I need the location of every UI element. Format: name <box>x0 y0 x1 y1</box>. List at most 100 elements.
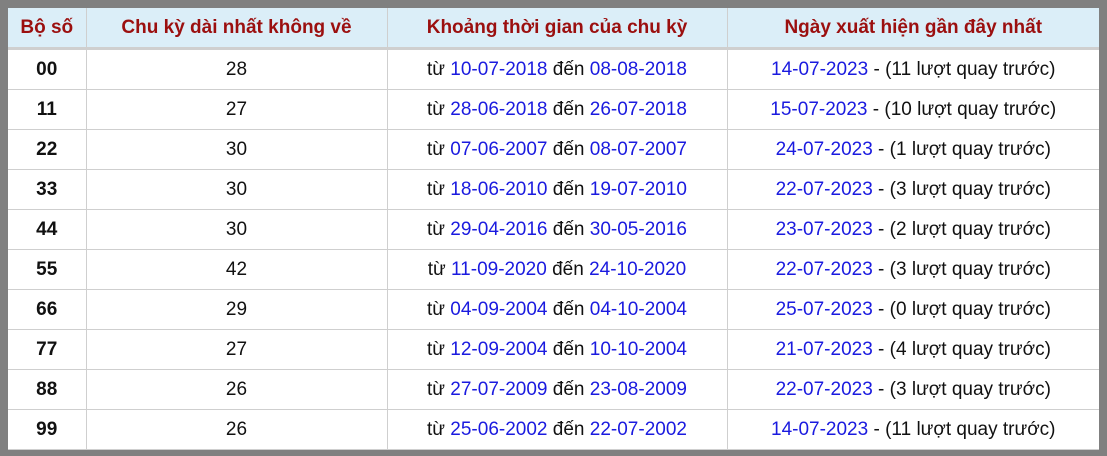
number-cell: 44 <box>8 209 87 250</box>
to-label: đến <box>552 378 585 400</box>
turns-count: 1 <box>896 138 907 160</box>
number-cell: 55 <box>8 249 87 290</box>
last-date-link[interactable]: 14-07-2023 <box>771 418 869 440</box>
period-cell: từ 18-06-2010 đến 19-07-2010 <box>387 169 728 210</box>
end-date-link[interactable]: 19-07-2010 <box>589 178 687 200</box>
cycle-cell: 26 <box>86 369 388 410</box>
turns-count: 4 <box>896 338 907 360</box>
period-cell: từ 27-07-2009 đến 23-08-2009 <box>387 369 728 410</box>
start-date-link[interactable]: 07-06-2007 <box>450 138 548 160</box>
turns-suffix: lượt quay trước <box>911 338 1045 360</box>
last-seen-cell: 22-07-2023 - (3 lượt quay trước) <box>727 369 1099 410</box>
last-date-link[interactable]: 22-07-2023 <box>775 378 873 400</box>
start-date-link[interactable]: 04-09-2004 <box>450 298 548 320</box>
cycle-cell: 28 <box>86 48 388 90</box>
end-date-link[interactable]: 04-10-2004 <box>589 298 687 320</box>
cycle-cell: 30 <box>86 169 388 210</box>
end-date-link[interactable]: 08-08-2018 <box>589 58 687 80</box>
last-seen-cell: 22-07-2023 - (3 lượt quay trước) <box>727 249 1099 290</box>
table-row: 44 30 từ 29-04-2016 đến 30-05-2016 23-07-20… <box>8 209 1099 250</box>
to-label: đến <box>552 298 585 320</box>
number-cell: 88 <box>8 369 87 410</box>
period-cell: từ 12-09-2004 đến 10-10-2004 <box>387 329 728 370</box>
stats-table-container: Bộ số Chu kỳ dài nhất không về Khoảng th… <box>8 8 1099 450</box>
start-date-link[interactable]: 18-06-2010 <box>450 178 548 200</box>
table-row: 55 42 từ 11-09-2020 đến 24-10-2020 22-07-20… <box>8 249 1099 290</box>
last-seen-cell: 15-07-2023 - (10 lượt quay trước) <box>727 89 1099 130</box>
last-date-link[interactable]: 22-07-2023 <box>775 178 873 200</box>
end-date-link[interactable]: 23-08-2009 <box>589 378 687 400</box>
period-cell: từ 28-06-2018 đến 26-07-2018 <box>387 89 728 130</box>
from-label: từ <box>427 58 446 80</box>
separator: - <box>872 258 890 280</box>
from-label: từ <box>427 218 446 240</box>
turns-count: 0 <box>896 298 907 320</box>
end-date-link[interactable]: 10-10-2004 <box>589 338 687 360</box>
cycle-cell: 27 <box>86 329 388 370</box>
separator: - <box>872 178 890 200</box>
start-date-link[interactable]: 12-09-2004 <box>450 338 548 360</box>
number-cell: 00 <box>8 48 87 90</box>
period-cell: từ 25-06-2002 đến 22-07-2002 <box>387 409 728 450</box>
last-seen-cell: 24-07-2023 - (1 lượt quay trước) <box>727 129 1099 170</box>
from-label: từ <box>427 178 446 200</box>
header-cycle: Chu kỳ dài nhất không về <box>86 8 388 50</box>
separator: - <box>872 338 890 360</box>
turns-suffix: lượt quay trước <box>911 138 1045 160</box>
last-date-link[interactable]: 14-07-2023 <box>771 58 869 80</box>
period-cell: từ 04-09-2004 đến 04-10-2004 <box>387 289 728 330</box>
end-date-link[interactable]: 22-07-2002 <box>589 418 687 440</box>
last-date-link[interactable]: 24-07-2023 <box>775 138 873 160</box>
start-date-link[interactable]: 28-06-2018 <box>450 98 548 120</box>
start-date-link[interactable]: 27-07-2009 <box>450 378 548 400</box>
end-date-link[interactable]: 08-07-2007 <box>589 138 687 160</box>
period-cell: từ 29-04-2016 đến 30-05-2016 <box>387 209 728 250</box>
separator: - <box>867 98 885 120</box>
number-cell: 77 <box>8 329 87 370</box>
from-label: từ <box>427 98 446 120</box>
turns-suffix: lượt quay trước <box>916 58 1050 80</box>
separator: - <box>872 218 890 240</box>
last-seen-cell: 21-07-2023 - (4 lượt quay trước) <box>727 329 1099 370</box>
turns-suffix: lượt quay trước <box>911 298 1045 320</box>
number-cell: 22 <box>8 129 87 170</box>
last-date-link[interactable]: 25-07-2023 <box>775 298 873 320</box>
header-row: Bộ số Chu kỳ dài nhất không về Khoảng th… <box>8 8 1099 50</box>
start-date-link[interactable]: 25-06-2002 <box>450 418 548 440</box>
last-date-link[interactable]: 21-07-2023 <box>775 338 873 360</box>
period-cell: từ 11-09-2020 đến 24-10-2020 <box>387 249 728 290</box>
start-date-link[interactable]: 29-04-2016 <box>450 218 548 240</box>
number-cell: 33 <box>8 169 87 210</box>
cycle-cell: 29 <box>86 289 388 330</box>
separator: - <box>872 138 890 160</box>
to-label: đến <box>552 178 585 200</box>
to-label: đến <box>552 418 585 440</box>
period-cell: từ 07-06-2007 đến 08-07-2007 <box>387 129 728 170</box>
turns-count: 3 <box>896 378 907 400</box>
number-cell: 99 <box>8 409 87 450</box>
header-last-seen: Ngày xuất hiện gần đây nhất <box>727 8 1099 50</box>
cycle-cell: 27 <box>86 89 388 130</box>
end-date-link[interactable]: 24-10-2020 <box>589 258 687 280</box>
last-date-link[interactable]: 23-07-2023 <box>775 218 873 240</box>
last-date-link[interactable]: 15-07-2023 <box>770 98 868 120</box>
turns-count: 11 <box>891 58 912 80</box>
last-seen-cell: 14-07-2023 - (11 lượt quay trước) <box>727 409 1099 450</box>
cycle-cell: 30 <box>86 129 388 170</box>
number-cell: 11 <box>8 89 87 130</box>
to-label: đến <box>552 98 585 120</box>
to-label: đến <box>552 258 584 280</box>
to-label: đến <box>552 58 585 80</box>
from-label: từ <box>427 138 446 160</box>
turns-suffix: lượt quay trước <box>911 178 1045 200</box>
table-row: 11 27 từ 28-06-2018 đến 26-07-2018 15-07-20… <box>8 89 1099 130</box>
start-date-link[interactable]: 10-07-2018 <box>450 58 548 80</box>
end-date-link[interactable]: 30-05-2016 <box>589 218 687 240</box>
from-label: từ <box>427 418 446 440</box>
turns-suffix: lượt quay trước <box>916 418 1050 440</box>
table-row: 88 26 từ 27-07-2009 đến 23-08-2009 22-07-20… <box>8 369 1099 410</box>
separator: - <box>868 418 886 440</box>
end-date-link[interactable]: 26-07-2018 <box>589 98 687 120</box>
start-date-link[interactable]: 11-09-2020 <box>451 258 547 280</box>
last-date-link[interactable]: 22-07-2023 <box>775 258 873 280</box>
